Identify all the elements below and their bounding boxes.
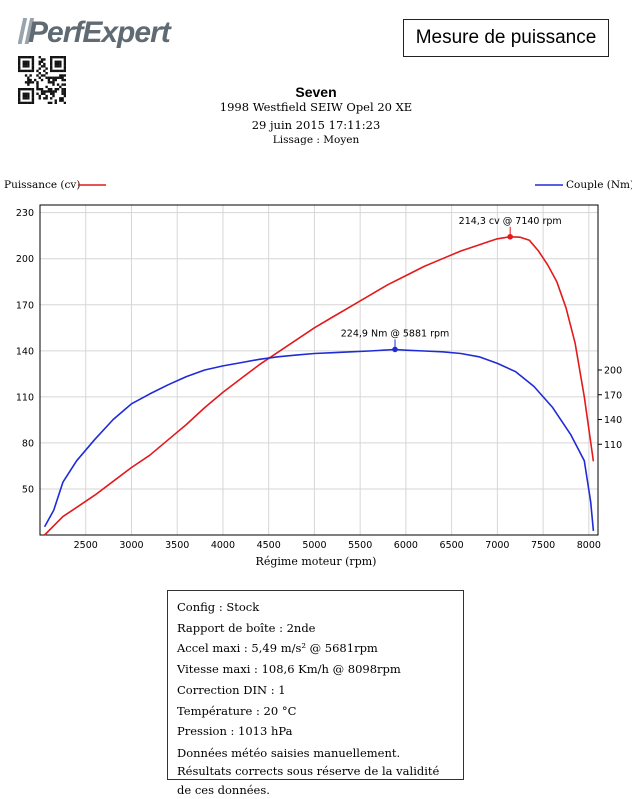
x-tick-label: 3000 xyxy=(119,540,143,551)
accel-line: Accel maxi : 5,49 m/s² @ 5681rpm xyxy=(177,641,378,656)
right-tick-label: 110 xyxy=(604,440,622,451)
smoothing-setting: Lissage : Moyen xyxy=(272,134,360,146)
x-tick-label: 4000 xyxy=(211,540,235,551)
x-tick-label: 7500 xyxy=(531,540,555,551)
left-tick-label: 50 xyxy=(22,484,34,495)
peak-marker xyxy=(392,346,398,353)
chart-grid xyxy=(40,205,598,535)
peak-label: 224,9 Nm @ 5881 rpm xyxy=(341,328,450,339)
left-tick-label: 200 xyxy=(16,254,34,265)
x-axis-label: Régime moteur (rpm) xyxy=(256,555,377,568)
din-line: Correction DIN : 1 xyxy=(177,682,286,697)
torque-curve xyxy=(43,348,595,531)
x-tick-label: 3500 xyxy=(165,540,189,551)
x-tick-label: 5000 xyxy=(302,540,326,551)
gear-line: Rapport de boîte : 2nde xyxy=(177,620,316,635)
run-info-box: Config : Stock Rapport de boîte : 2nde A… xyxy=(167,590,464,797)
x-tick-label: 6000 xyxy=(394,540,418,551)
power-curve xyxy=(44,236,595,536)
session-datetime: 29 juin 2015 17:11:23 xyxy=(251,118,381,132)
peak-label: 214,3 cv @ 7140 rpm xyxy=(459,216,562,227)
x-tick-label: 6500 xyxy=(440,540,464,551)
weather-note: Données météo saisies manuellement. Résu… xyxy=(177,745,440,797)
pressure-line: Pression : 1013 hPa xyxy=(177,724,293,739)
right-tick-label: 170 xyxy=(604,390,622,401)
logo-text: PerfExpert xyxy=(28,16,173,48)
right-tick-label: 200 xyxy=(604,366,622,377)
left-tick-label: 80 xyxy=(22,438,34,449)
config-line: Config : Stock xyxy=(177,600,260,614)
speed-line: Vitesse maxi : 108,6 Km/h @ 8098rpm xyxy=(177,662,401,677)
report-title: Mesure de puissance xyxy=(403,19,609,57)
session-name: Seven xyxy=(295,84,337,100)
temperature-line: Température : 20 °C xyxy=(177,703,297,718)
axis-ticks: 2500 3000 3500 4000 4500 5000 5500 6000 6500 7000… xyxy=(16,208,622,551)
x-tick-label: 5500 xyxy=(348,540,372,551)
x-tick-label: 4500 xyxy=(257,540,281,551)
x-tick-label: 8000 xyxy=(577,540,601,551)
left-tick-label: 170 xyxy=(16,300,34,311)
x-tick-label: 7000 xyxy=(485,540,509,551)
left-tick-label: 140 xyxy=(16,346,34,357)
vehicle-description: 1998 Westfield SEIW Opel 20 XE xyxy=(219,100,413,114)
left-axis-label: Puissance (cv) xyxy=(4,179,80,191)
right-tick-label: 140 xyxy=(604,415,622,426)
power-torque-chart: 2500 3000 3500 4000 4500 5000 5500 6000 6500 7000… xyxy=(4,179,632,568)
chart-annotations: 214,3 cv @ 7140 rpm 224,9 Nm @ 5881 rpm xyxy=(341,216,562,353)
left-tick-label: 230 xyxy=(16,208,34,219)
chart-series xyxy=(43,236,595,536)
left-tick-label: 110 xyxy=(16,392,34,403)
plot-frame xyxy=(39,204,599,536)
perfexpert-logo: PerfExpert xyxy=(18,16,174,48)
right-axis-label: Couple (Nm) xyxy=(566,179,632,191)
qr-code-icon xyxy=(18,56,66,104)
x-tick-label: 2500 xyxy=(74,540,98,551)
